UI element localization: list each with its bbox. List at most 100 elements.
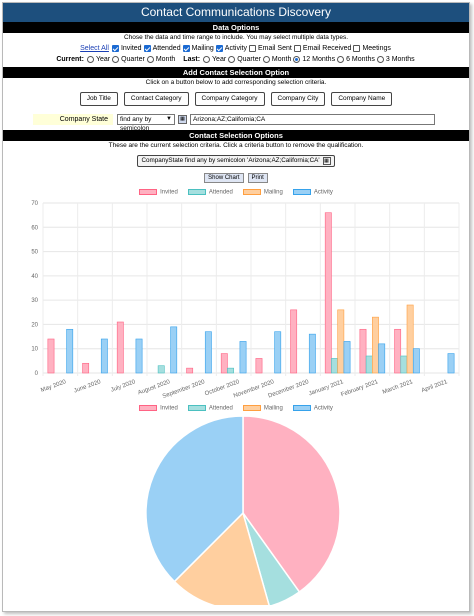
last-radio-3-months[interactable] [376, 55, 384, 63]
checkbox-activity[interactable] [215, 44, 223, 52]
legend-label: Invited [160, 189, 178, 196]
bar-invited-july-2020[interactable] [116, 321, 124, 374]
x-tick-label: May 2020 [40, 379, 67, 394]
legend-item-activity[interactable]: Activity [292, 405, 333, 412]
legend-swatch [187, 189, 206, 196]
legend-label: Activity [313, 405, 333, 412]
legend-item-mailing[interactable]: Mailing [242, 405, 283, 412]
bar-mailing-march-2021[interactable] [406, 304, 414, 374]
legend-item-invited[interactable]: Invited [139, 189, 178, 196]
pie-slice-invited[interactable] [242, 415, 341, 593]
bar-invited-october-2020[interactable] [220, 353, 228, 374]
bar-attended-february-2021[interactable] [365, 355, 373, 374]
legend-item-invited[interactable]: Invited [139, 405, 178, 412]
checkbox-mailing[interactable] [182, 44, 190, 52]
bar-activity-november-2020[interactable] [274, 331, 282, 374]
last-radio-month[interactable] [262, 55, 270, 63]
y-tick-label: 70 [31, 201, 38, 207]
last-radio-label-12-months: 12 Months [302, 56, 336, 64]
bar-mailing-february-2021[interactable] [372, 316, 379, 374]
state-match-select[interactable]: find any by semicolon ▼ [117, 113, 175, 132]
checkbox-email-sent[interactable] [248, 44, 256, 52]
x-tick-label: February 2021 [340, 379, 379, 398]
bar-activity-may-2020[interactable] [66, 328, 74, 374]
bar-activity-march-2021[interactable] [412, 348, 420, 374]
bar-attended-january-2021[interactable] [331, 358, 338, 374]
company-category-button[interactable]: Company Category [194, 92, 265, 106]
current-radio-year[interactable] [86, 55, 94, 63]
bar-activity-december-2020[interactable] [308, 333, 316, 374]
legend-item-mailing[interactable]: Mailing [242, 189, 283, 196]
show-chart-button[interactable]: Show Chart [204, 173, 244, 183]
legend-label: Attended [208, 405, 233, 412]
bar-attended-october-2020[interactable] [227, 367, 234, 374]
last-radio-label-3-months: 3 Months [385, 56, 415, 64]
bar-invited-june-2020[interactable] [82, 362, 90, 374]
company-name-button[interactable]: Company Name [331, 92, 393, 106]
x-tick-label: June 2020 [73, 379, 102, 394]
select-all-link[interactable]: Select All [80, 45, 109, 52]
last-radio-year[interactable] [203, 55, 211, 63]
bar-invited-may-2020[interactable] [47, 338, 55, 374]
pie-slice-activity[interactable] [145, 415, 244, 583]
checkbox-email-received[interactable] [293, 44, 301, 52]
bar-attended-march-2021[interactable] [400, 355, 408, 374]
last-radio-6-months[interactable] [337, 55, 345, 63]
x-tick-label: March 2021 [382, 379, 414, 396]
contact-category-button[interactable]: Contact Category [123, 92, 189, 106]
criteria-button[interactable]: CompanyState find any by semicolon 'Ariz… [137, 155, 335, 167]
y-tick-label: 60 [31, 225, 38, 231]
bar-activity-september-2020[interactable] [204, 331, 212, 374]
bar-mailing-january-2021[interactable] [337, 309, 345, 374]
bar-attended-august-2020[interactable] [157, 365, 165, 374]
last-radio-label-quarter: Quarter [237, 56, 261, 64]
bar-activity-april-2021[interactable] [447, 353, 455, 374]
page-title: Contact Communications Discovery [3, 3, 469, 22]
legend-label: Activity [313, 189, 333, 196]
legend-label: Mailing [263, 405, 283, 412]
legend-item-attended[interactable]: Attended [187, 405, 233, 412]
current-radio-month[interactable] [146, 55, 154, 63]
bar-activity-july-2020[interactable] [135, 338, 143, 374]
checkbox-attended[interactable] [143, 44, 151, 52]
bar-activity-june-2020[interactable] [100, 338, 108, 374]
state-match-value: find any by semicolon [120, 115, 152, 132]
bar-invited-march-2021[interactable] [394, 328, 402, 374]
x-tick-label: July 2020 [110, 379, 137, 394]
legend-item-attended[interactable]: Attended [187, 189, 233, 196]
company-city-button[interactable]: Company City [270, 92, 326, 106]
bar-invited-november-2020[interactable] [255, 358, 263, 374]
last-radio-12-months[interactable] [293, 55, 301, 63]
legend-label: Invited [160, 405, 178, 412]
apply-state-icon[interactable]: ▦ [178, 114, 187, 124]
checkbox-label-mailing: Mailing [191, 45, 214, 53]
bar-activity-january-2021[interactable] [343, 341, 351, 374]
add-contact-heading: Add Contact Selection Option [3, 67, 469, 78]
bar-invited-september-2020[interactable] [186, 367, 194, 374]
bar-activity-february-2021[interactable] [378, 343, 386, 374]
legend-item-activity[interactable]: Activity [292, 189, 333, 196]
legend-swatch [242, 189, 261, 196]
bar-activity-august-2020[interactable] [170, 326, 178, 374]
legend-swatch [242, 405, 261, 412]
data-type-row: Select All Invited Attended Mailing Activit… [3, 43, 469, 54]
checkbox-meetings[interactable] [353, 44, 361, 52]
bar-invited-december-2020[interactable] [290, 309, 298, 374]
add-criteria-buttons: Job Title Contact Category Company Categor… [3, 92, 469, 108]
state-value-input[interactable]: Arizona;AZ;California;CA [190, 113, 435, 125]
time-range-row: Current: Year Quarter Month Last: Year Quar… [3, 54, 469, 65]
current-radio-label-quarter: Quarter [121, 56, 145, 64]
bar-activity-october-2020[interactable] [239, 341, 247, 374]
checkbox-invited[interactable] [111, 44, 119, 52]
last-radio-quarter[interactable] [228, 55, 236, 63]
checkbox-label-meetings: Meetings [362, 45, 391, 53]
checkbox-label-attended: Attended [152, 45, 181, 53]
bar-invited-january-2021[interactable] [324, 212, 332, 374]
pie-chart-legend: Invited Attended Mailing Activity [3, 404, 469, 413]
data-type-checkboxes: Invited Attended Mailing Activity Email Sent… [111, 44, 392, 53]
job-title-button[interactable]: Job Title [79, 92, 118, 106]
bar-invited-february-2021[interactable] [359, 328, 367, 374]
print-button[interactable]: Print [247, 173, 268, 183]
y-tick-label: 20 [31, 322, 38, 328]
current-radio-quarter[interactable] [112, 55, 120, 63]
